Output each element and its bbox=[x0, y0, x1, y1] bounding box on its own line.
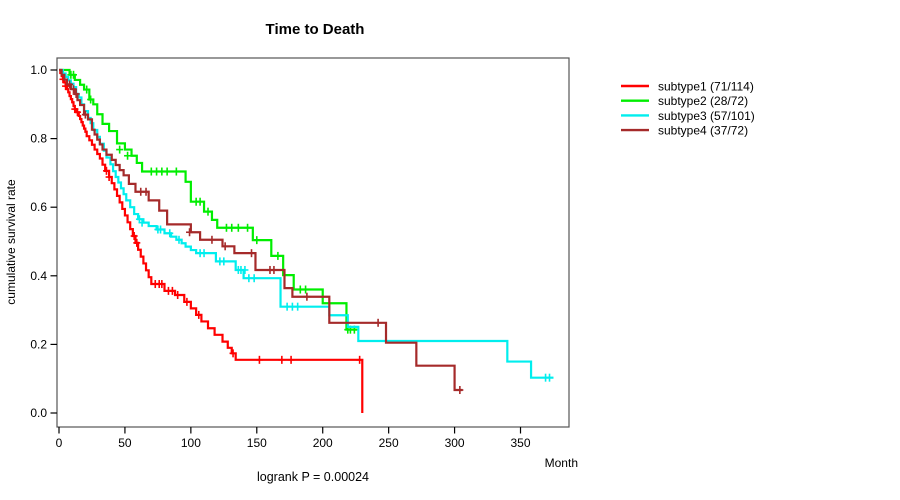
legend-item-2: subtype2 (28/72) bbox=[621, 94, 748, 108]
censor-marks bbox=[59, 75, 364, 364]
censor-marks bbox=[135, 215, 554, 382]
legend-item-1: subtype1 (71/114) bbox=[621, 80, 754, 94]
x-tick-label: 50 bbox=[118, 436, 132, 450]
censor-marks bbox=[67, 70, 358, 334]
legend-label: subtype1 (71/114) bbox=[658, 80, 754, 94]
x-tick-label: 250 bbox=[379, 436, 399, 450]
survival-curve-2 bbox=[59, 68, 358, 334]
plot-box bbox=[56, 57, 570, 428]
legend-item-4: subtype4 (37/72) bbox=[621, 124, 748, 138]
legend-label: subtype3 (57/101) bbox=[658, 109, 755, 123]
km-step-line bbox=[59, 68, 463, 392]
y-tick-label: 0.4 bbox=[30, 269, 47, 283]
survival-curve-3 bbox=[59, 68, 554, 382]
chart-title: Time to Death bbox=[266, 21, 365, 38]
x-axis-label: Month bbox=[545, 456, 578, 470]
legend-item-3: subtype3 (57/101) bbox=[621, 109, 755, 123]
km-step-line bbox=[59, 68, 554, 379]
y-tick-label: 0.2 bbox=[30, 337, 47, 351]
survival-curves bbox=[59, 68, 554, 413]
y-tick-label: 1.0 bbox=[30, 63, 47, 77]
y-tick-label: 0.8 bbox=[30, 132, 47, 146]
legend-label: subtype4 (37/72) bbox=[658, 124, 748, 138]
logrank-annotation: logrank P = 0.00024 bbox=[257, 470, 369, 484]
x-axis: 0 50 100 150 200 250 300 350 bbox=[56, 427, 531, 450]
survival-curve-1 bbox=[59, 68, 364, 413]
x-tick-label: 0 bbox=[56, 436, 63, 450]
x-tick-label: 300 bbox=[445, 436, 465, 450]
x-tick-label: 350 bbox=[510, 436, 530, 450]
legend-label: subtype2 (28/72) bbox=[658, 94, 748, 108]
y-axis: 0.0 0.2 0.4 0.6 0.8 1.0 bbox=[30, 63, 57, 420]
y-axis-label: cumulative survival rate bbox=[4, 179, 18, 305]
x-tick-label: 200 bbox=[313, 436, 333, 450]
legend: subtype1 (71/114)subtype2 (28/72)subtype… bbox=[621, 80, 755, 138]
y-tick-label: 0.0 bbox=[30, 406, 47, 420]
x-tick-label: 150 bbox=[247, 436, 267, 450]
plot-area: 0 50 100 150 200 250 300 350 0.0 0.2 0.4 0.6 0.8 1.0 bbox=[30, 57, 570, 450]
survival-curve-4 bbox=[59, 68, 464, 395]
y-tick-label: 0.6 bbox=[30, 200, 47, 214]
censor-marks bbox=[66, 80, 464, 395]
x-tick-label: 100 bbox=[181, 436, 201, 450]
